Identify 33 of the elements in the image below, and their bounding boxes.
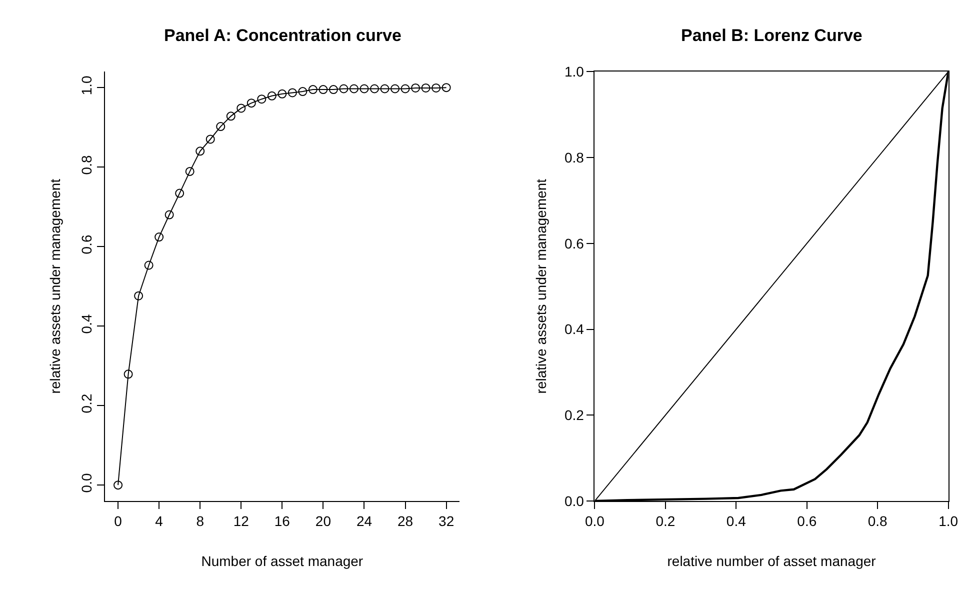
y-tick-label: 0.0 [564, 492, 584, 509]
y-tick-label: 0.8 [564, 149, 584, 166]
y-tick-label: 1.0 [564, 64, 584, 80]
x-tick-label: 0.6 [797, 512, 817, 529]
y-tick-label: 0.2 [564, 407, 584, 424]
x-tick-label: 0.2 [656, 512, 676, 529]
x-axis-title: Number of asset manager [201, 553, 364, 570]
chart-title: Panel A: Concentration curve [164, 26, 402, 45]
y-tick-label: 0.6 [564, 235, 584, 252]
y-tick-label: 0.8 [78, 155, 94, 175]
x-tick-label: 0 [114, 512, 122, 529]
y-tick-label: 0.6 [78, 234, 94, 254]
x-tick-label: 32 [438, 512, 454, 529]
x-tick-label: 24 [356, 512, 372, 529]
x-axis-title: relative number of asset manager [667, 553, 876, 570]
y-tick-label: 0.4 [564, 321, 584, 338]
y-tick-label: 0.2 [78, 394, 94, 414]
y-tick-label: 0.0 [78, 473, 94, 493]
y-axis-title: relative assets under management [46, 178, 63, 394]
x-tick-label: 0.0 [584, 512, 605, 529]
x-tick-label: 1.0 [938, 512, 958, 529]
y-tick-label: 1.0 [78, 76, 94, 96]
x-tick-label: 28 [397, 512, 414, 529]
x-tick-label: 12 [233, 512, 250, 529]
x-tick-label: 0.4 [726, 512, 746, 529]
x-tick-label: 0.8 [868, 512, 888, 529]
x-tick-label: 20 [315, 512, 332, 529]
chart-title: Panel B: Lorenz Curve [681, 26, 862, 45]
x-tick-label: 16 [274, 512, 290, 529]
y-tick-label: 0.4 [78, 314, 94, 334]
x-tick-label: 8 [196, 512, 204, 529]
y-axis-title: relative assets under management [533, 178, 550, 394]
x-tick-label: 4 [155, 512, 164, 529]
